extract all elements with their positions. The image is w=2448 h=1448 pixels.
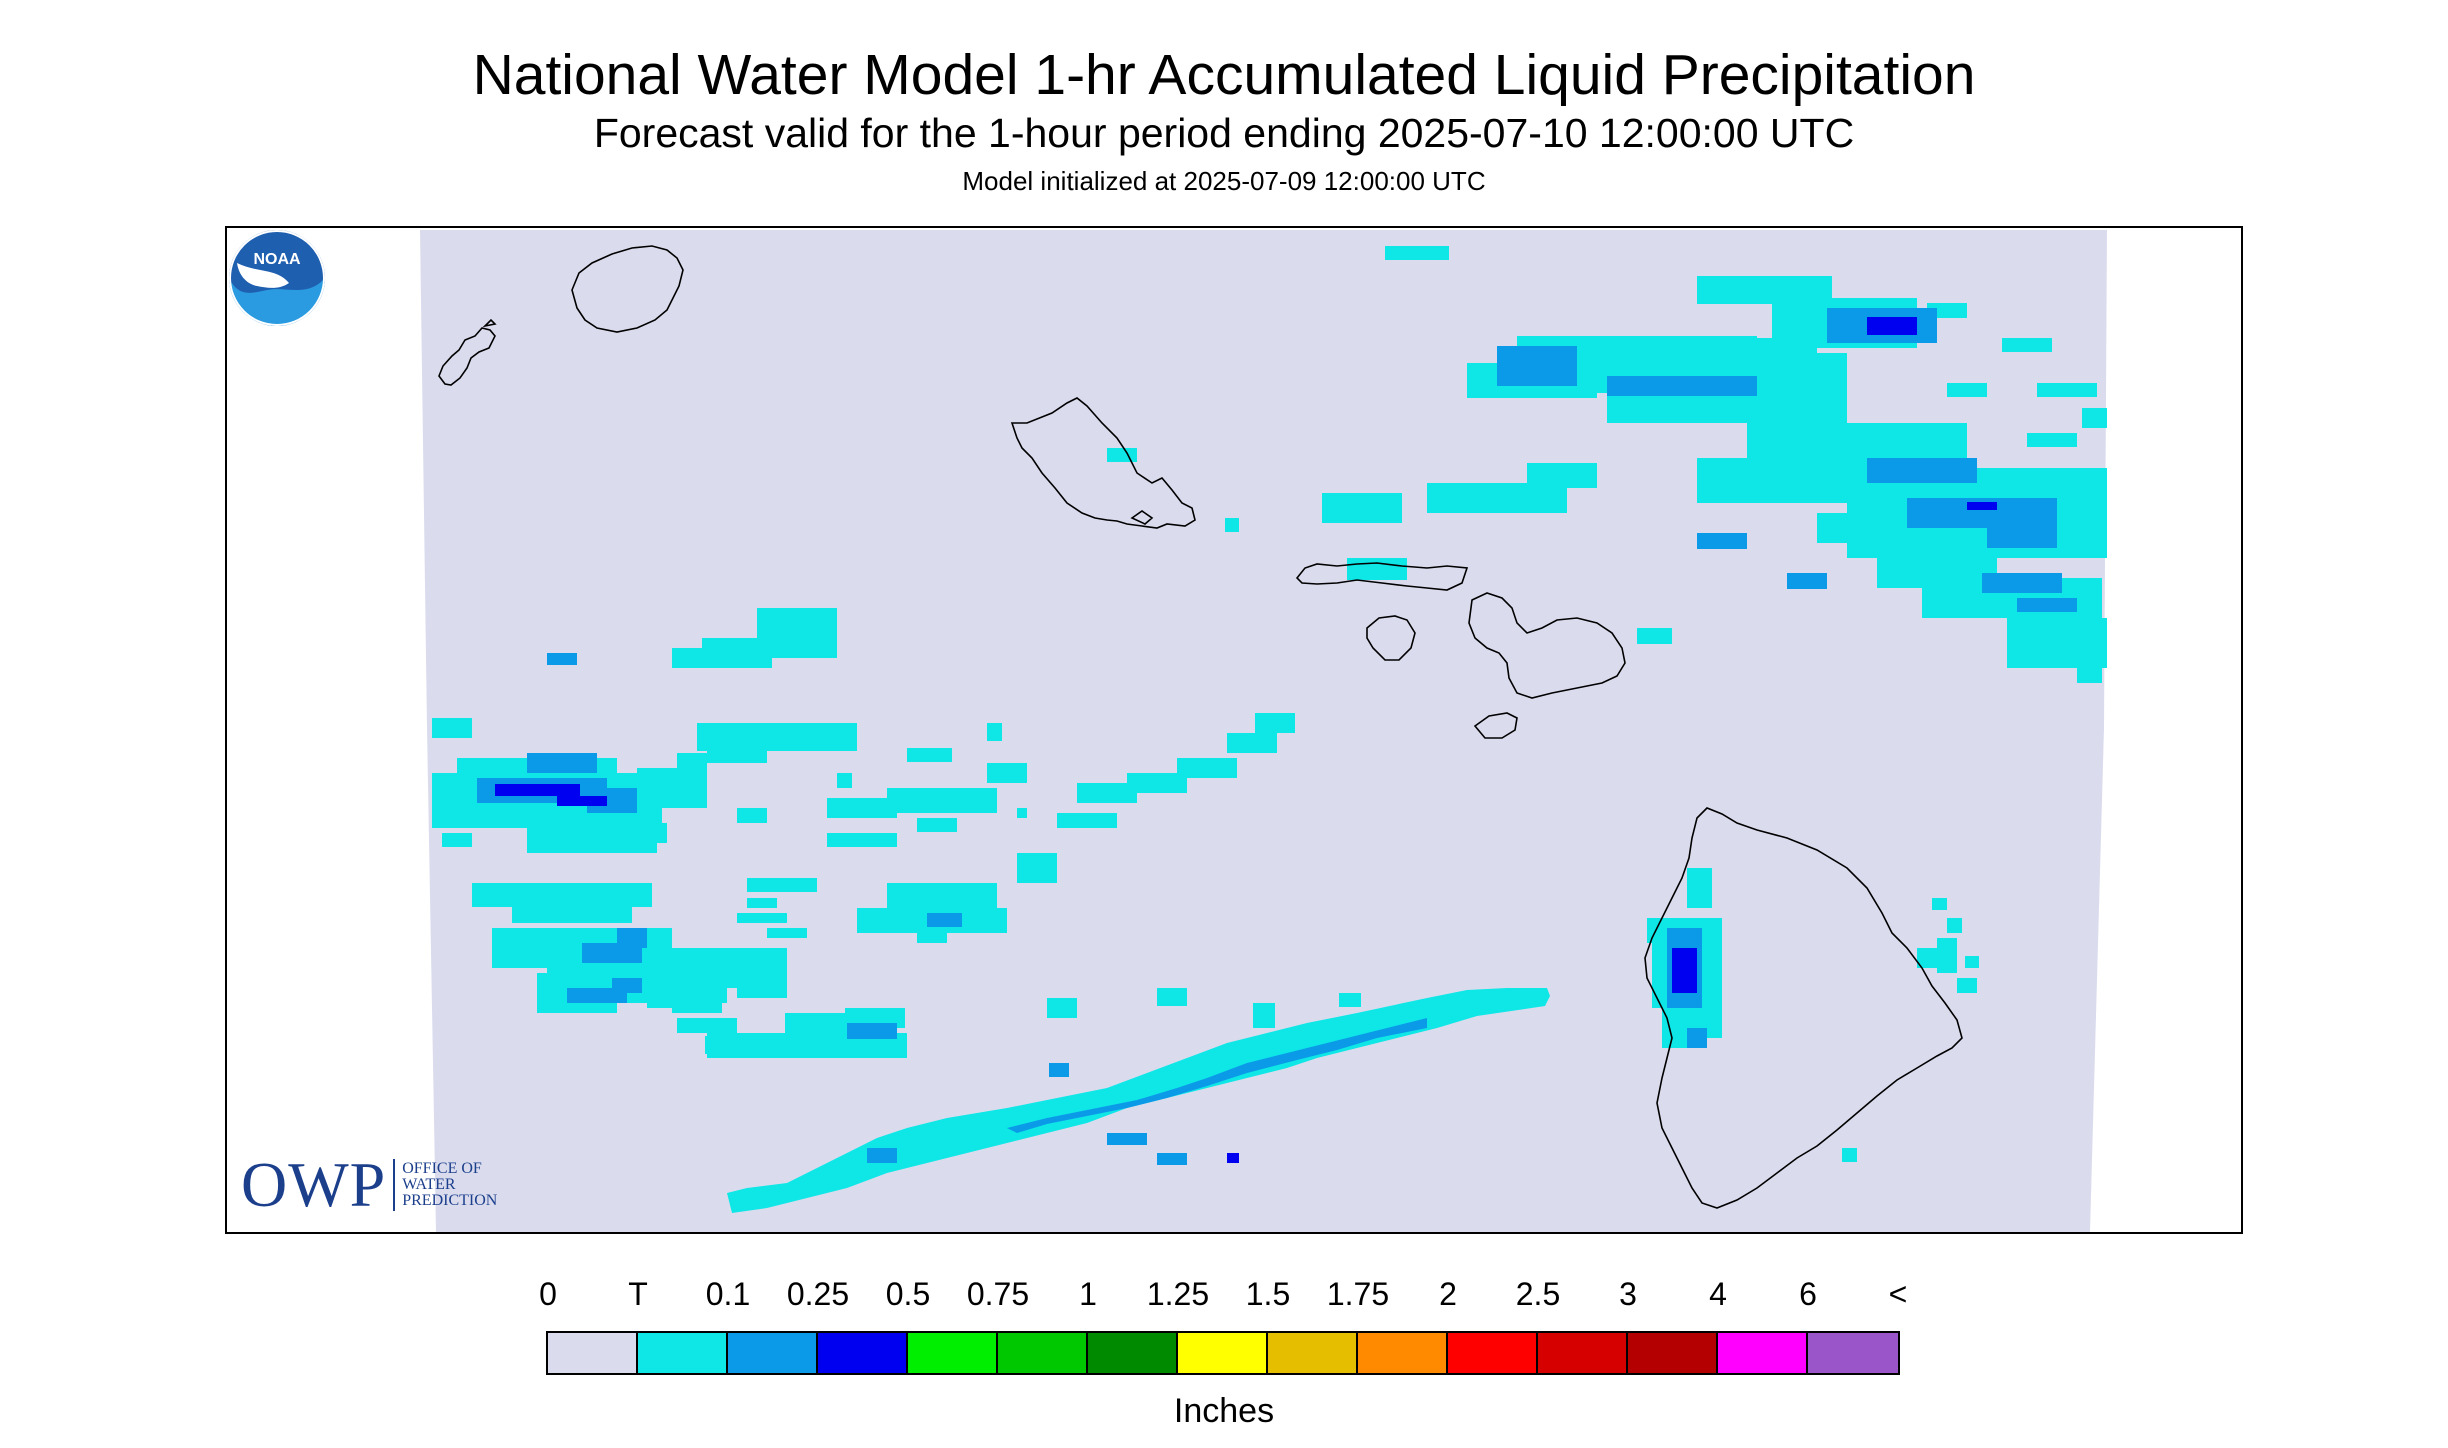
precipitation-map[interactable]: OWP OFFICE OF WATER PREDICTION NOAA xyxy=(225,226,2243,1234)
molokai-outline xyxy=(1295,562,1469,591)
coastlines xyxy=(438,245,1963,1209)
legend-swatch xyxy=(1538,1333,1628,1373)
legend-label: 1.75 xyxy=(1326,1276,1390,1312)
legend-swatch xyxy=(998,1333,1088,1373)
lanai-outline xyxy=(1366,615,1416,661)
legend-label: 2.5 xyxy=(1515,1276,1561,1312)
legend-label: 0.5 xyxy=(885,1276,931,1312)
legend-swatch xyxy=(1628,1333,1718,1373)
kauai-outline xyxy=(571,245,684,333)
legend-label: < xyxy=(1888,1276,1908,1312)
legend-swatch xyxy=(1718,1333,1808,1373)
legend-swatch xyxy=(1448,1333,1538,1373)
legend-label: 3 xyxy=(1619,1276,1637,1312)
noaa-logo-text: NOAA xyxy=(253,251,301,268)
chart-title: National Water Model 1-hr Accumulated Li… xyxy=(472,43,1976,107)
maui-outline xyxy=(1468,592,1626,699)
legend-swatch xyxy=(818,1333,908,1373)
legend-label: 0 xyxy=(539,1276,557,1312)
owp-logo-divider xyxy=(393,1159,396,1211)
owp-logo: OWP OFFICE OF WATER PREDICTION xyxy=(241,1148,497,1222)
chart-subtitle: Forecast valid for the 1-hour period end… xyxy=(593,110,1855,156)
legend-swatch xyxy=(1088,1333,1178,1373)
legend-colorbar xyxy=(546,1331,1900,1375)
legend-units: Inches xyxy=(1173,1392,1275,1430)
legend-label: 0.75 xyxy=(966,1276,1030,1312)
legend-label: T xyxy=(628,1276,648,1312)
legend-swatch xyxy=(908,1333,998,1373)
legend-label: 1.5 xyxy=(1245,1276,1291,1312)
legend-swatch xyxy=(638,1333,728,1373)
hawaii-outline xyxy=(1644,807,1963,1209)
legend-swatch xyxy=(1808,1333,1898,1373)
map-canvas xyxy=(420,230,2107,1232)
legend-swatch xyxy=(548,1333,638,1373)
owp-logo-text: OFFICE OF WATER PREDICTION xyxy=(402,1160,498,1209)
legend-swatch xyxy=(1358,1333,1448,1373)
legend-swatch xyxy=(1268,1333,1358,1373)
owp-logo-mark: OWP xyxy=(241,1149,387,1220)
legend-label: 1 xyxy=(1079,1276,1097,1312)
oahu-outline xyxy=(1010,397,1196,529)
noaa-logo: NOAA xyxy=(229,230,325,326)
niihau-outline xyxy=(438,318,497,386)
legend-label: 6 xyxy=(1799,1276,1817,1312)
legend-swatch xyxy=(1178,1333,1268,1373)
legend-label: 2 xyxy=(1439,1276,1457,1312)
legend-label: 0.1 xyxy=(705,1276,751,1312)
model-init-line: Model initialized at 2025-07-09 12:00:00… xyxy=(962,166,1486,196)
legend-label: 1.25 xyxy=(1146,1276,1210,1312)
legend-label: 4 xyxy=(1709,1276,1727,1312)
legend-label: 0.25 xyxy=(786,1276,850,1312)
legend-labels: 0 T 0.1 0.25 0.5 0.75 1 1.25 1.5 1.75 2 2.5 3 4 6 < xyxy=(0,1276,2448,1316)
kahoolawe-outline xyxy=(1473,712,1518,739)
precip-0.25 xyxy=(495,317,1997,1163)
legend-swatch xyxy=(728,1333,818,1373)
